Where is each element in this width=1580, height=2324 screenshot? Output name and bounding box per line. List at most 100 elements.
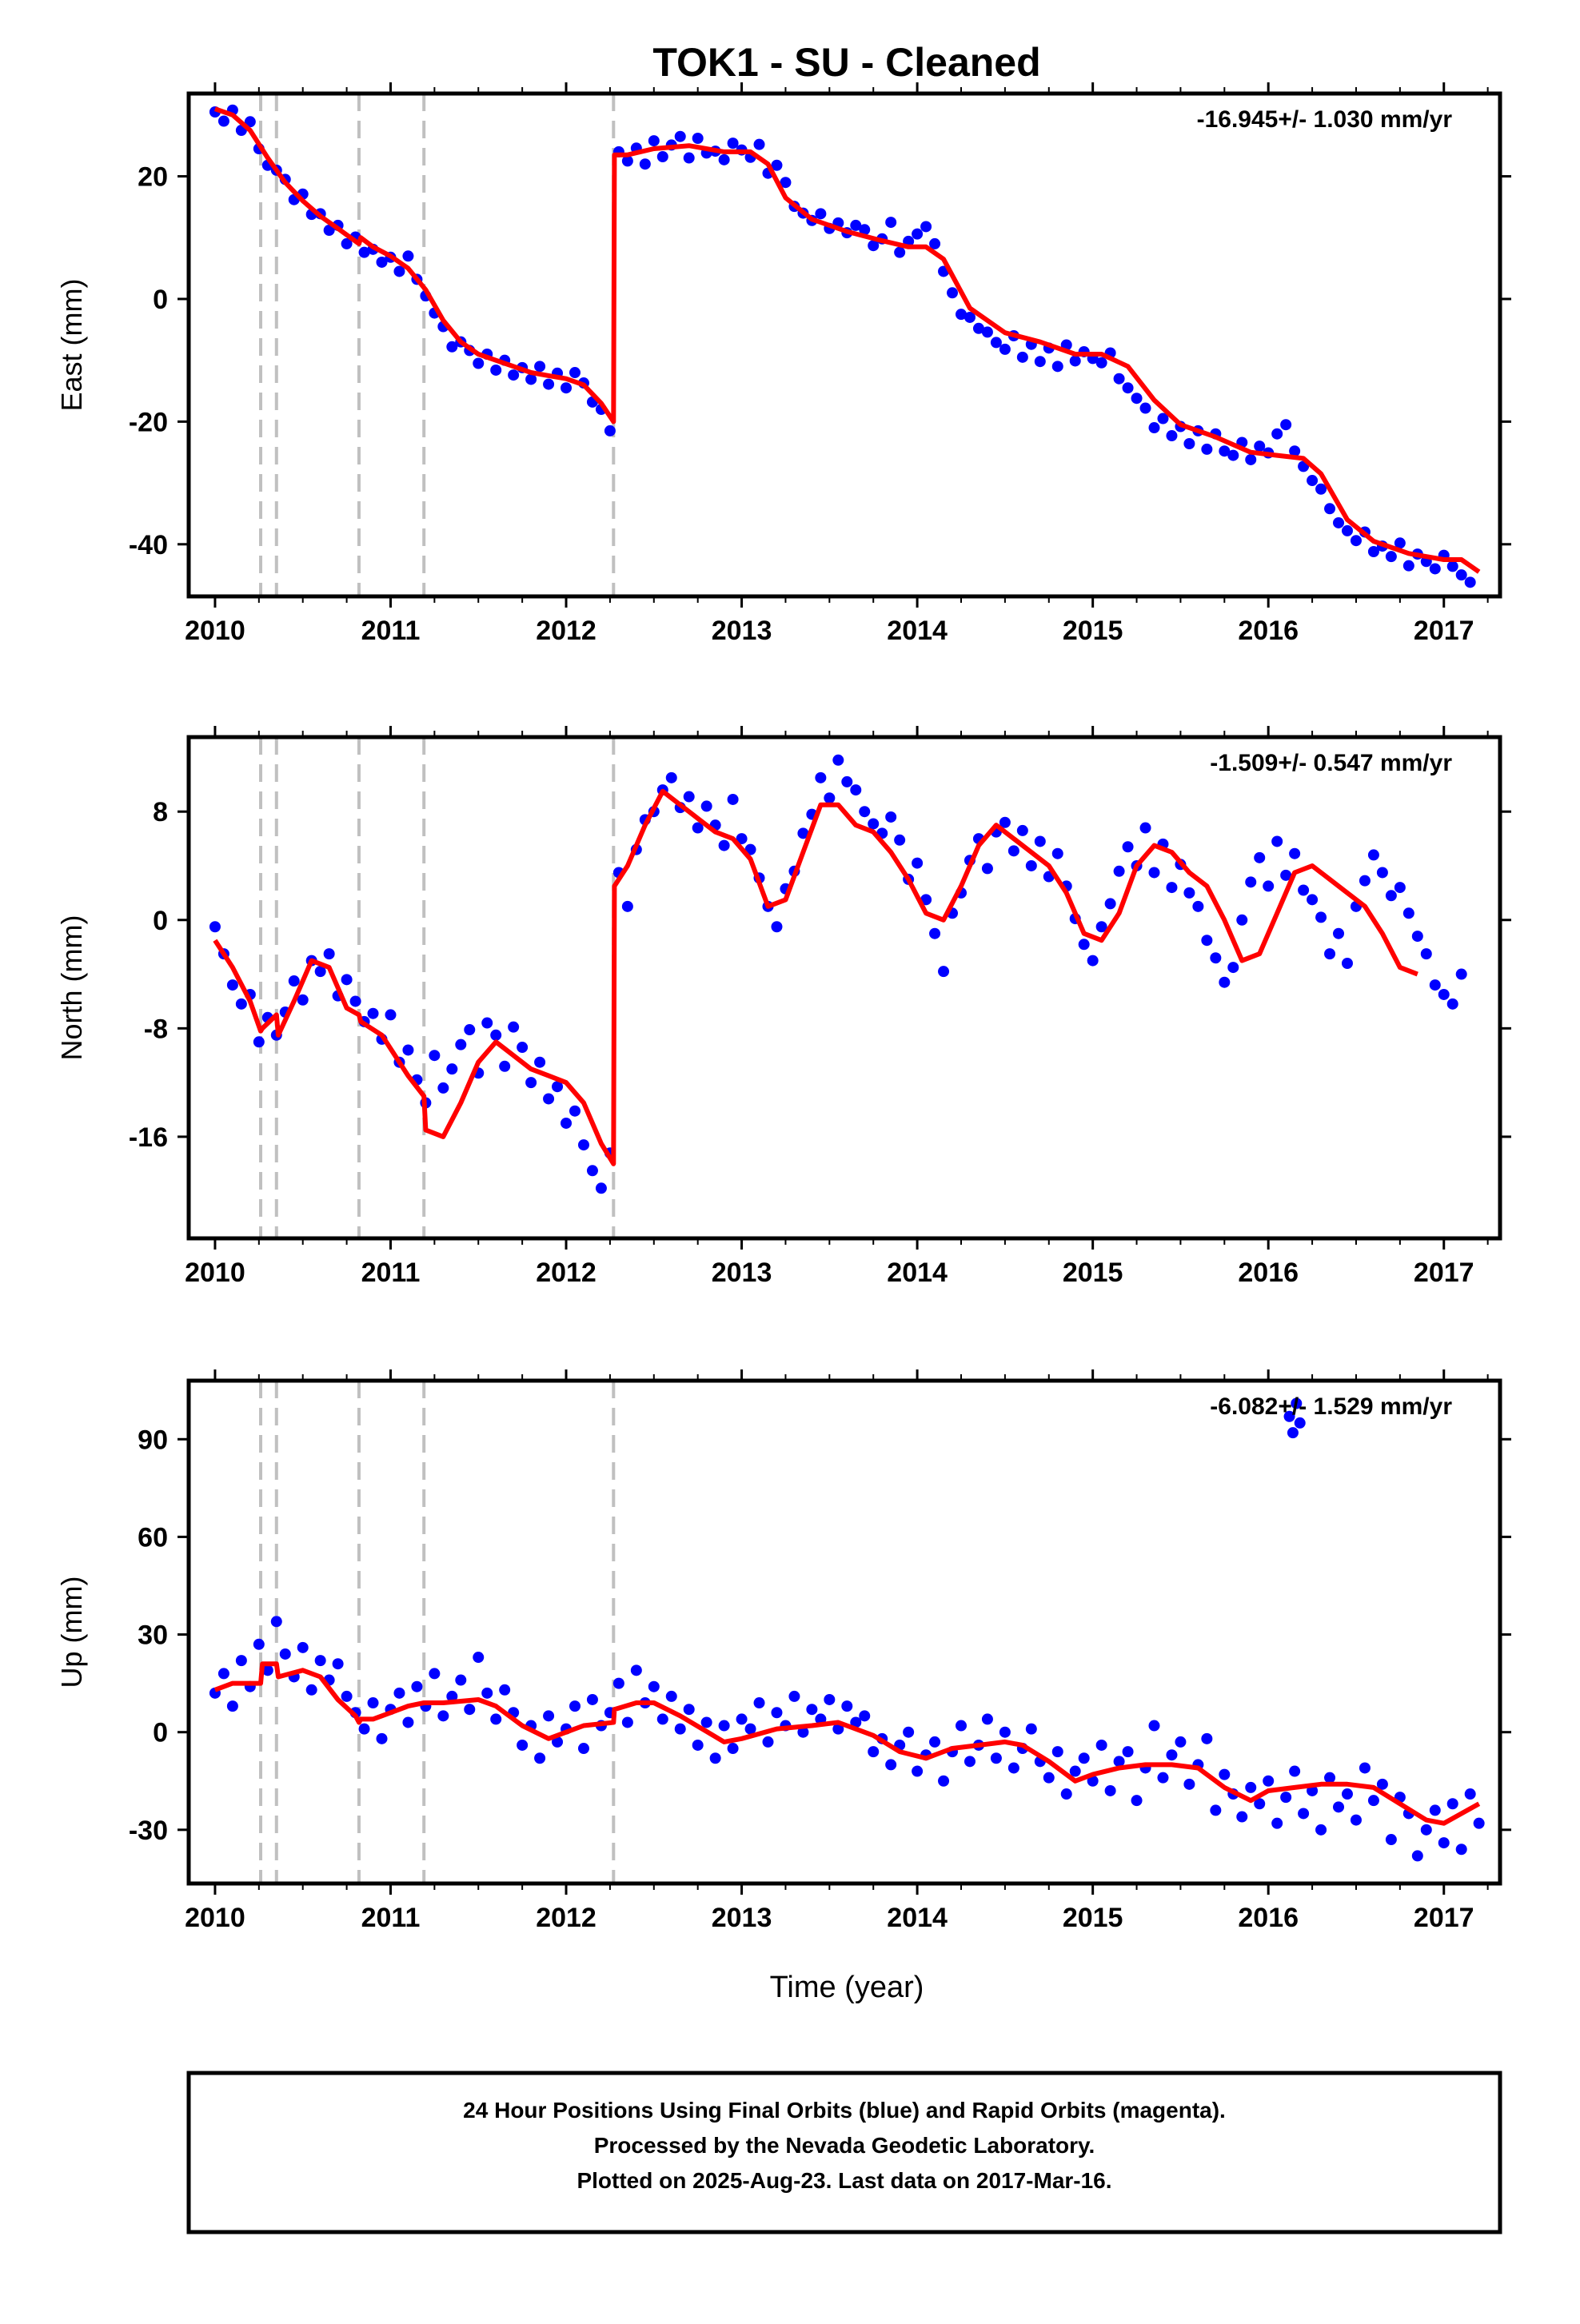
data-point bbox=[841, 775, 853, 787]
velocity-annotation: -6.082+/- 1.529 mm/yr bbox=[1210, 1393, 1452, 1420]
x-tick-label: 2011 bbox=[361, 616, 421, 646]
data-point bbox=[692, 822, 704, 834]
data-point bbox=[1069, 355, 1081, 367]
x-tick-label: 2014 bbox=[887, 1258, 948, 1288]
data-point bbox=[1289, 847, 1301, 859]
footer-line-2: Processed by the Nevada Geodetic Laborat… bbox=[594, 2133, 1095, 2158]
data-point bbox=[297, 994, 309, 1006]
data-point bbox=[850, 1716, 862, 1728]
data-point bbox=[1367, 546, 1379, 558]
data-point bbox=[1113, 373, 1125, 385]
data-point bbox=[1166, 1749, 1178, 1761]
data-point bbox=[1271, 1817, 1283, 1829]
data-point bbox=[455, 1038, 467, 1050]
y-tick-label: 60 bbox=[138, 1522, 168, 1553]
data-point bbox=[1078, 1752, 1090, 1764]
data-point bbox=[1464, 1788, 1476, 1800]
data-point bbox=[226, 979, 238, 991]
data-point bbox=[850, 219, 862, 231]
data-point bbox=[270, 1616, 282, 1628]
data-point bbox=[402, 250, 414, 262]
data-point bbox=[217, 115, 229, 127]
data-point bbox=[1294, 1417, 1306, 1429]
data-point bbox=[1350, 1814, 1362, 1826]
x-tick-label: 2011 bbox=[361, 1903, 421, 1933]
x-tick-label: 2014 bbox=[887, 616, 948, 646]
data-point bbox=[1411, 931, 1423, 943]
data-point bbox=[341, 1690, 353, 1702]
data-point bbox=[903, 1726, 915, 1738]
data-point bbox=[929, 1736, 941, 1748]
data-point bbox=[955, 309, 967, 321]
data-point bbox=[1446, 1798, 1458, 1810]
data-point bbox=[1429, 563, 1441, 575]
data-point bbox=[912, 857, 924, 869]
data-point bbox=[1219, 1768, 1231, 1780]
data-point bbox=[912, 228, 924, 240]
data-point bbox=[437, 1710, 449, 1722]
data-point bbox=[788, 1690, 800, 1702]
data-point bbox=[665, 771, 677, 783]
data-point bbox=[1131, 1795, 1143, 1807]
x-tick-label: 2015 bbox=[1063, 1258, 1123, 1288]
x-axis-label: Time (year) bbox=[770, 1971, 924, 2004]
data-point bbox=[1385, 551, 1397, 563]
data-point bbox=[955, 1720, 967, 1732]
data-point bbox=[1139, 402, 1151, 414]
data-point bbox=[1219, 976, 1231, 988]
data-point bbox=[1166, 430, 1178, 442]
data-point bbox=[744, 1723, 756, 1735]
data-point bbox=[305, 1684, 317, 1696]
data-point bbox=[226, 1700, 238, 1712]
data-point bbox=[288, 975, 300, 987]
data-point bbox=[1376, 867, 1388, 879]
data-point bbox=[473, 1652, 485, 1664]
footer-box bbox=[186, 2071, 1502, 2234]
data-point bbox=[402, 1044, 414, 1056]
x-tick-label: 2011 bbox=[361, 1258, 421, 1288]
data-point bbox=[885, 811, 897, 823]
footer-line-1: 24 Hour Positions Using Final Orbits (bl… bbox=[463, 2098, 1226, 2123]
data-point bbox=[815, 771, 827, 783]
data-point bbox=[612, 1677, 624, 1689]
data-point bbox=[586, 1165, 598, 1177]
x-tick-label: 2015 bbox=[1063, 1903, 1123, 1933]
data-point bbox=[648, 135, 660, 147]
data-point bbox=[762, 1736, 774, 1748]
data-point bbox=[990, 1752, 1002, 1764]
data-point bbox=[938, 1775, 950, 1787]
data-point bbox=[235, 1655, 247, 1667]
data-point bbox=[885, 1759, 897, 1771]
data-point bbox=[674, 1723, 686, 1735]
data-point bbox=[1298, 1808, 1310, 1820]
data-point bbox=[1307, 894, 1319, 906]
data-point bbox=[429, 1668, 441, 1680]
data-point bbox=[561, 382, 573, 394]
east-panel: 2010 2011 2012 2013 2014 2015 2016 2017 20 0 -20 -4… bbox=[55, 82, 1511, 646]
data-point bbox=[586, 1693, 598, 1705]
data-point bbox=[1148, 1720, 1160, 1732]
data-point bbox=[1271, 428, 1283, 440]
data-point bbox=[999, 343, 1011, 355]
x-tick-label: 2015 bbox=[1063, 616, 1123, 646]
data-point bbox=[1455, 1844, 1467, 1856]
data-point bbox=[1007, 1762, 1019, 1774]
data-point bbox=[727, 793, 739, 805]
data-point bbox=[1333, 1801, 1345, 1813]
data-point bbox=[999, 1726, 1011, 1738]
data-point bbox=[1227, 449, 1239, 461]
data-point bbox=[1095, 357, 1107, 369]
data-point bbox=[885, 217, 897, 229]
data-point bbox=[1291, 1397, 1303, 1409]
data-point bbox=[780, 177, 792, 189]
data-point bbox=[569, 1700, 581, 1712]
up-panel: 2010 2011 2012 2013 2014 2015 2016 2017 90 60 30 0 -… bbox=[55, 1369, 1511, 1933]
data-point bbox=[1166, 882, 1178, 894]
data-point bbox=[1429, 979, 1441, 991]
data-point bbox=[569, 1105, 581, 1117]
data-point bbox=[499, 1684, 511, 1696]
data-point bbox=[1324, 503, 1336, 515]
x-tick-label: 2012 bbox=[536, 1258, 596, 1288]
data-point bbox=[358, 246, 370, 258]
data-point bbox=[797, 827, 809, 839]
